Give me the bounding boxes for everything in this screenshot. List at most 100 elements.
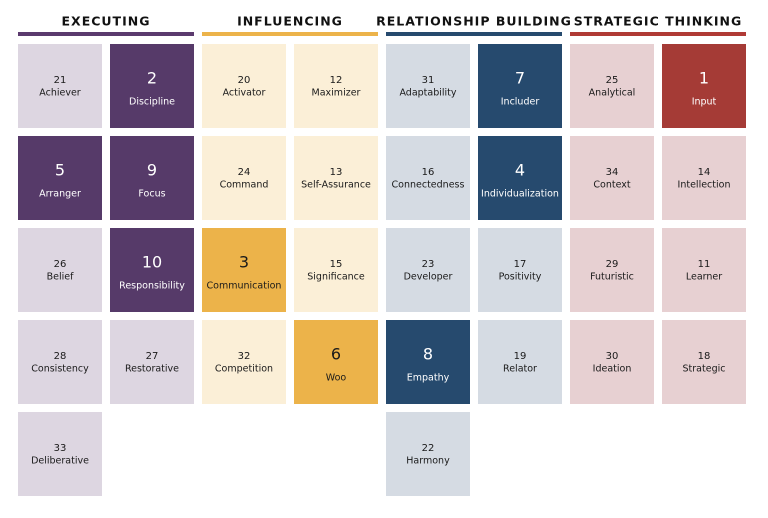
- strength-name: Empathy: [407, 373, 450, 384]
- strength-name: Intellection: [678, 180, 731, 191]
- strength-rank: 6: [331, 345, 341, 364]
- strength-tile: [386, 228, 470, 312]
- strength-tile: [662, 136, 746, 220]
- strength-name: Deliberative: [31, 456, 89, 467]
- strength-tile: [110, 320, 194, 404]
- strength-rank: 12: [330, 75, 343, 86]
- strength-name: Developer: [404, 272, 453, 283]
- strength-tile: [478, 44, 562, 128]
- strength-rank: 19: [514, 351, 527, 362]
- strength-rank: 8: [423, 345, 433, 364]
- strength-rank: 18: [698, 351, 711, 362]
- strength-tile: [18, 44, 102, 128]
- strength-tile: [386, 44, 470, 128]
- strength-tile: [386, 136, 470, 220]
- strength-name: Consistency: [31, 364, 89, 375]
- strength-tile: [662, 44, 746, 128]
- strength-tile: [662, 228, 746, 312]
- strength-name: Adaptability: [399, 88, 456, 99]
- strength-tile: [478, 320, 562, 404]
- strength-name: Competition: [215, 364, 273, 375]
- strength-name: Individualization: [481, 189, 559, 200]
- strength-name: Connectedness: [392, 180, 465, 191]
- strength-rank: 3: [239, 253, 249, 272]
- strength-tile: [18, 228, 102, 312]
- strength-name: Focus: [138, 189, 165, 200]
- domain-bar: [570, 32, 746, 36]
- strength-rank: 13: [330, 167, 343, 178]
- domain-bar: [386, 32, 562, 36]
- domain-bar: [18, 32, 194, 36]
- strength-tile: [570, 136, 654, 220]
- strength-rank: 28: [54, 351, 67, 362]
- strength-tile: [386, 320, 470, 404]
- strength-rank: 23: [422, 259, 435, 270]
- strength-name: Discipline: [129, 97, 175, 108]
- strength-tile: [202, 44, 286, 128]
- strength-tile: [18, 320, 102, 404]
- strength-name: Harmony: [406, 456, 450, 467]
- strength-rank: 29: [606, 259, 619, 270]
- strength-tile: [570, 228, 654, 312]
- strength-rank: 14: [698, 167, 711, 178]
- strength-tile: [386, 412, 470, 496]
- strength-tile: [294, 228, 378, 312]
- strength-name: Input: [692, 97, 717, 108]
- strength-rank: 5: [55, 161, 65, 180]
- strength-tile: [294, 44, 378, 128]
- strength-tile: [294, 136, 378, 220]
- strength-rank: 33: [54, 443, 67, 454]
- strength-name: Significance: [307, 272, 365, 283]
- strength-rank: 9: [147, 161, 157, 180]
- strength-rank: 17: [514, 259, 527, 270]
- strength-name: Includer: [501, 97, 540, 108]
- domain-title: STRATEGIC THINKING: [574, 14, 743, 29]
- strength-tile: [202, 136, 286, 220]
- strength-name: Belief: [47, 272, 74, 283]
- strength-rank: 30: [606, 351, 619, 362]
- strength-name: Ideation: [593, 364, 632, 375]
- domain-title: INFLUENCING: [237, 14, 343, 29]
- strength-tile: [478, 136, 562, 220]
- strength-name: Maximizer: [312, 88, 361, 99]
- strength-name: Activator: [223, 88, 266, 99]
- strength-name: Communication: [207, 281, 282, 292]
- strength-rank: 21: [54, 75, 67, 86]
- strength-name: Futuristic: [590, 272, 634, 283]
- domain-title: EXECUTING: [62, 14, 151, 29]
- strength-name: Responsibility: [119, 281, 185, 292]
- domain-title: RELATIONSHIP BUILDING: [376, 14, 572, 29]
- strength-name: Restorative: [125, 364, 179, 375]
- strength-tile: [662, 320, 746, 404]
- strength-tile: [202, 228, 286, 312]
- strength-rank: 24: [238, 167, 251, 178]
- strength-rank: 11: [698, 259, 711, 270]
- strength-tile: [478, 228, 562, 312]
- strength-rank: 10: [142, 253, 162, 272]
- strength-rank: 2: [147, 69, 157, 88]
- strength-name: Context: [593, 180, 630, 191]
- strength-rank: 15: [330, 259, 343, 270]
- strength-name: Arranger: [39, 189, 81, 200]
- strength-name: Achiever: [39, 88, 81, 99]
- strength-name: Analytical: [589, 88, 636, 99]
- strength-rank: 25: [606, 75, 619, 86]
- strength-name: Relator: [503, 364, 537, 375]
- strength-rank: 16: [422, 167, 435, 178]
- strength-rank: 7: [515, 69, 525, 88]
- strength-tile: [570, 44, 654, 128]
- strength-tile: [294, 320, 378, 404]
- strength-tile: [18, 412, 102, 496]
- strength-tile: [202, 320, 286, 404]
- strength-rank: 26: [54, 259, 67, 270]
- strength-rank: 22: [422, 443, 435, 454]
- strength-tile: [570, 320, 654, 404]
- strength-tile: [110, 228, 194, 312]
- strength-name: Positivity: [499, 272, 542, 283]
- strength-name: Learner: [686, 272, 722, 283]
- strength-rank: 31: [422, 75, 435, 86]
- strength-name: Command: [220, 180, 269, 191]
- strength-tile: [110, 136, 194, 220]
- strength-tile: [18, 136, 102, 220]
